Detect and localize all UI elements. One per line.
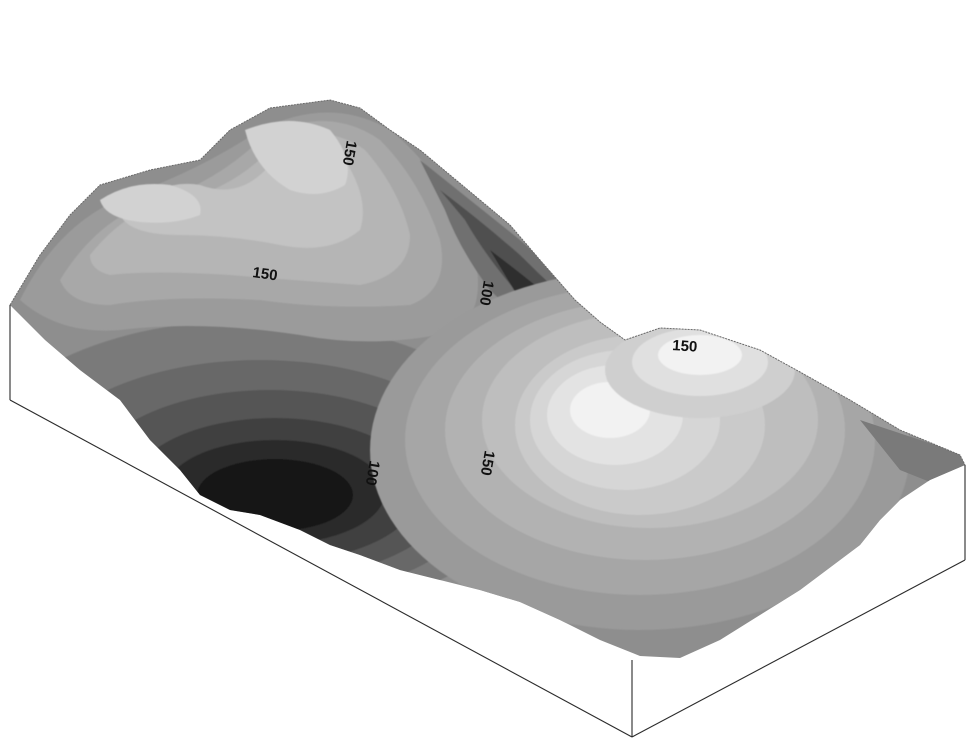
base-right-face [632, 465, 965, 737]
contour-labels: 150 150 100 150 150 100 [251, 139, 697, 487]
base-block [10, 305, 965, 737]
surface-rim [9, 99, 966, 466]
contour-label-150-ridge-right: 150 [339, 139, 360, 167]
peak-bands [370, 270, 910, 630]
contour-label-100-saddle: 100 [476, 279, 497, 307]
contour-label-150-peak: 150 [672, 337, 698, 356]
right-slope-band [860, 420, 965, 482]
contour-label-100-valley: 100 [362, 459, 383, 487]
contour-label-150-ridge: 150 [251, 264, 278, 284]
contour-label-150-hill: 150 [477, 449, 498, 477]
ridge-bands [20, 112, 478, 342]
block-edges [9, 305, 966, 738]
base-front-face [10, 305, 632, 737]
